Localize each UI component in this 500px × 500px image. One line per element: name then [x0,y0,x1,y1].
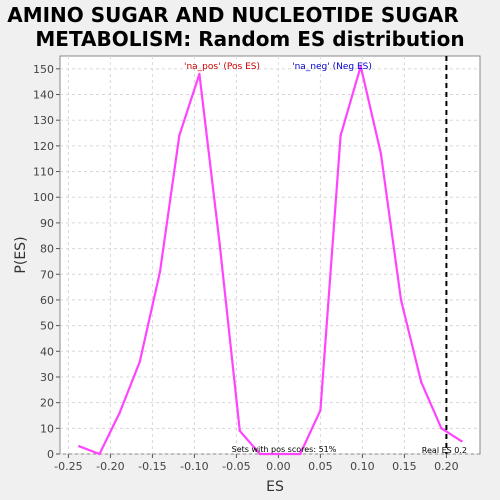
data-point [98,453,100,455]
x-tick-label: -0.20 [96,460,124,473]
y-tick-label: 70 [40,268,54,281]
data-point [218,242,220,244]
y-tick-label: 10 [40,422,54,435]
legend-neg-es: 'na_neg' (Neg ES) [292,62,372,72]
data-point [159,270,161,272]
plot-area [60,56,480,454]
x-tick-label: -0.05 [222,460,250,473]
data-point [139,360,141,362]
x-tick-label: -0.25 [54,460,82,473]
y-tick-label: 20 [40,397,54,410]
y-tick-label: 30 [40,371,54,384]
pos-score-annotation: Sets with pos scores: 51% [232,445,337,454]
x-tick-label: -0.15 [138,460,166,473]
y-tick-label: 130 [33,114,54,127]
y-tick-label: 40 [40,345,54,358]
y-tick-label: 80 [40,243,54,256]
y-tick-label: 100 [33,191,54,204]
y-tick-label: 90 [40,217,54,230]
chart-title-line1: AMINO SUGAR AND NUCLEOTIDE SUGAR [7,3,459,27]
data-point [178,134,180,136]
data-point [380,152,382,154]
data-point [78,445,80,447]
x-tick-label: 0.00 [266,460,291,473]
y-tick-label: 140 [33,89,54,102]
data-point [460,440,462,442]
y-tick-label: 120 [33,140,54,153]
y-tick-label: 60 [40,294,54,307]
x-tick-label: 0.20 [434,460,459,473]
real-es-label: Real ES 0.2 [422,446,467,455]
data-point [239,430,241,432]
x-tick-label: -0.10 [180,460,208,473]
y-tick-label: 50 [40,320,54,333]
data-point [440,427,442,429]
data-point [198,73,200,75]
x-axis-label: ES [266,479,284,495]
data-point [118,412,120,414]
x-tick-label: 0.05 [308,460,333,473]
data-point [339,134,341,136]
y-tick-label: 110 [33,166,54,179]
y-tick-label: 0 [47,448,54,461]
x-tick-label: 0.15 [392,460,417,473]
y-axis-label: P(ES) [13,236,29,273]
data-point [319,409,321,411]
data-point [420,381,422,383]
y-tick-label: 150 [33,63,54,76]
x-tick-label: 0.10 [350,460,375,473]
data-point [400,299,402,301]
legend-pos-es: 'na_pos' (Pos ES) [184,62,260,72]
chart-title-line2: METABOLISM: Random ES distribution [35,27,464,51]
